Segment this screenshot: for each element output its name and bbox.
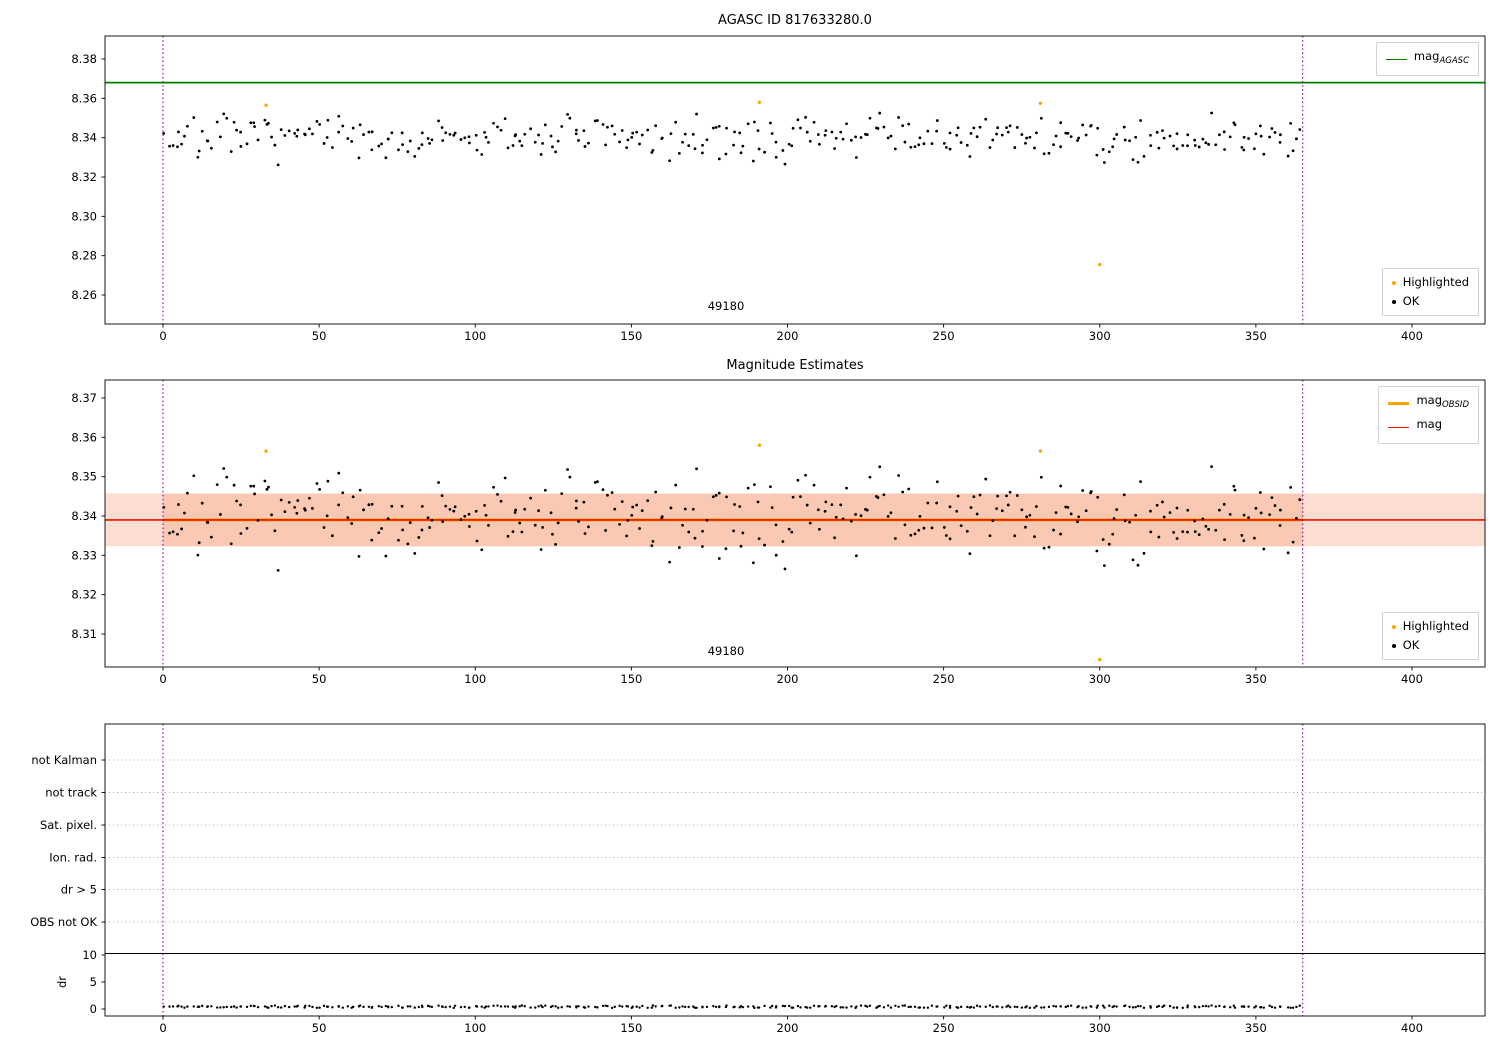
panel1-points-legend: Highlighted OK	[1381, 268, 1479, 316]
svg-text:200: 200	[777, 672, 799, 686]
legend-row-ok: OK	[1391, 636, 1469, 655]
svg-text:8.28: 8.28	[71, 249, 97, 263]
highlighted-label: Highlighted	[1402, 619, 1469, 633]
legend-row-highlighted: Highlighted	[1391, 273, 1469, 292]
svg-text:OBS not OK: OBS not OK	[30, 915, 97, 929]
svg-text:100: 100	[464, 672, 486, 686]
legend-row-ok: OK	[1391, 292, 1469, 311]
panel2-line-legend: magOBSID mag	[1378, 386, 1479, 444]
ok-label: OK	[1402, 294, 1420, 308]
svg-text:Ion. rad.: Ion. rad.	[49, 851, 97, 865]
svg-text:150: 150	[620, 672, 642, 686]
panel1-obsid-label: 49180	[707, 299, 745, 313]
svg-text:350: 350	[1245, 672, 1267, 686]
svg-text:10: 10	[82, 948, 97, 962]
svg-text:350: 350	[1245, 1021, 1267, 1035]
ok-dot-swatch	[1391, 643, 1396, 648]
legend-row-mag-agasc: magAGASC	[1385, 47, 1469, 71]
panel1-title: AGASC ID 817633280.0	[718, 13, 872, 28]
highlighted-dot-swatch	[1391, 624, 1396, 629]
svg-text:400: 400	[1401, 672, 1423, 686]
svg-text:300: 300	[1089, 672, 1111, 686]
svg-text:8.34: 8.34	[71, 509, 97, 523]
svg-text:5: 5	[90, 975, 97, 989]
highlighted-label: Highlighted	[1402, 275, 1469, 289]
svg-text:150: 150	[620, 1021, 642, 1035]
svg-text:8.37: 8.37	[71, 391, 97, 405]
svg-text:300: 300	[1089, 329, 1111, 343]
panel2-points-legend: Highlighted OK	[1381, 612, 1479, 660]
svg-text:not track: not track	[45, 786, 97, 800]
svg-text:8.30: 8.30	[71, 209, 97, 223]
panel1-line-legend: magAGASC	[1375, 42, 1479, 76]
dr-points	[162, 1004, 1301, 1010]
svg-text:400: 400	[1401, 1021, 1423, 1035]
svg-text:8.31: 8.31	[71, 627, 97, 641]
mag-obsid-label: magOBSID	[1416, 393, 1469, 410]
svg-text:150: 150	[620, 329, 642, 343]
svg-text:100: 100	[464, 329, 486, 343]
legend-row-mag-obsid: magOBSID	[1388, 391, 1469, 415]
svg-text:8.32: 8.32	[71, 588, 97, 602]
flag-category-gridlines	[105, 759, 1485, 923]
ok-dot-swatch	[1391, 299, 1396, 304]
svg-text:200: 200	[777, 1021, 799, 1035]
panel2-highlighted-points	[264, 443, 1102, 662]
legend-row-highlighted: Highlighted	[1391, 617, 1469, 636]
svg-text:50: 50	[312, 672, 327, 686]
svg-text:8.36: 8.36	[71, 91, 97, 105]
svg-text:Sat. pixel.: Sat. pixel.	[40, 818, 97, 832]
reference-lines	[105, 81, 1485, 954]
svg-text:8.33: 8.33	[71, 548, 97, 562]
svg-text:250: 250	[933, 672, 955, 686]
svg-text:0: 0	[90, 1002, 97, 1016]
svg-text:0: 0	[159, 672, 166, 686]
obsid-span-vlines	[162, 36, 1304, 1016]
svg-text:not Kalman: not Kalman	[31, 753, 97, 767]
mag-label: mag	[1416, 417, 1443, 431]
ok-label: OK	[1402, 638, 1420, 652]
mag-line-swatch	[1388, 426, 1410, 428]
svg-text:0: 0	[159, 329, 166, 343]
svg-text:250: 250	[933, 1021, 955, 1035]
svg-text:350: 350	[1245, 329, 1267, 343]
panel2-obsid-label: 49180	[707, 644, 745, 658]
panel1-ok-points	[162, 111, 1302, 167]
svg-text:50: 50	[312, 329, 327, 343]
svg-text:8.32: 8.32	[71, 170, 97, 184]
svg-text:8.26: 8.26	[71, 288, 97, 302]
legend-row-mag: mag	[1388, 415, 1469, 439]
svg-text:dr > 5: dr > 5	[61, 883, 97, 897]
svg-text:250: 250	[933, 329, 955, 343]
highlighted-dot-swatch	[1391, 280, 1396, 285]
svg-text:dr: dr	[55, 976, 69, 988]
mag-agasc-label: magAGASC	[1413, 49, 1469, 66]
panel2-ok-points	[162, 465, 1302, 572]
svg-text:8.38: 8.38	[71, 52, 97, 66]
svg-text:8.34: 8.34	[71, 131, 97, 145]
svg-text:50: 50	[312, 1021, 327, 1035]
svg-text:200: 200	[777, 329, 799, 343]
svg-text:400: 400	[1401, 329, 1423, 343]
svg-text:300: 300	[1089, 1021, 1111, 1035]
panel1-highlighted-points	[264, 100, 1102, 267]
svg-text:8.36: 8.36	[71, 430, 97, 444]
svg-text:8.35: 8.35	[71, 470, 97, 484]
svg-text:0: 0	[159, 1021, 166, 1035]
mag-obsid-line-swatch	[1388, 401, 1410, 405]
panel2-title: Magnitude Estimates	[726, 358, 864, 373]
svg-text:100: 100	[464, 1021, 486, 1035]
panel-borders	[104, 35, 1486, 1017]
mag-agasc-line-swatch	[1385, 58, 1407, 60]
